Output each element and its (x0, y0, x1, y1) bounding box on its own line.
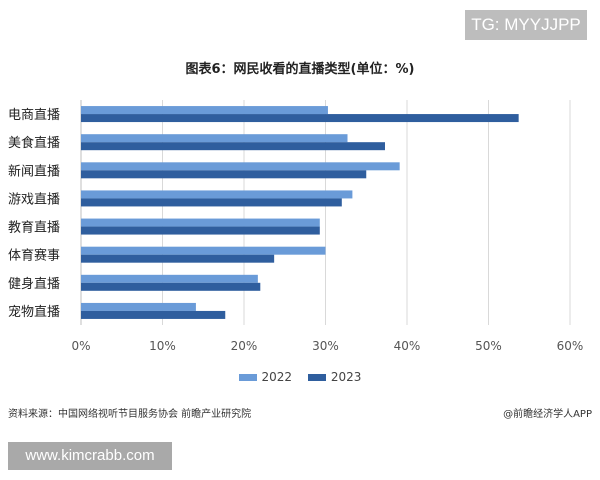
category-label: 电商直播 (8, 108, 60, 123)
bar-2022 (81, 134, 348, 143)
legend-item-2023: 2023 (307, 370, 362, 384)
category-label: 宠物直播 (8, 304, 60, 320)
chart-title: 图表6：网民收看的直播类型(单位：%) (185, 62, 415, 77)
category-label: 健身直播 (8, 276, 60, 292)
bar-2022 (81, 190, 353, 199)
category-label: 体育赛事 (8, 248, 60, 264)
source-note: 资料来源：中国网络视听节目服务协会 前瞻产业研究院 (8, 409, 252, 420)
legend-swatch-2023 (307, 374, 326, 381)
bar-2022 (81, 302, 196, 311)
credit-note: @前瞻经济学人APP (503, 409, 592, 420)
url-badge: www.kimcrabb.com (8, 442, 172, 470)
bar-2023 (81, 198, 342, 207)
bar-2023 (81, 254, 275, 263)
bar-2022 (81, 162, 400, 171)
x-tick-label: 50% (475, 339, 502, 353)
bar-chart: 0% 10% 20% 30% 40% 50% 60% 电商直播美食直播新闻直播游戏直播教育直播… (8, 100, 584, 353)
bar-2022 (81, 274, 258, 283)
tg-badge: TG: MYYJJPP (465, 10, 587, 40)
legend-swatch-2022 (238, 374, 257, 381)
bar-2023 (81, 114, 519, 123)
category-label: 教育直播 (8, 220, 60, 236)
bar-2022 (81, 106, 328, 115)
x-tick-label: 30% (312, 339, 339, 353)
legend-item-2022: 2022 (238, 370, 293, 384)
legend-label-2022: 2022 (261, 370, 293, 384)
x-tick-label: 0% (71, 339, 90, 353)
category-label: 新闻直播 (8, 163, 60, 179)
bar-2023 (81, 282, 261, 291)
category-label: 游戏直播 (8, 192, 60, 207)
bar-2023 (81, 142, 385, 151)
bar-2023 (81, 310, 226, 319)
bar-2022 (81, 246, 326, 255)
x-tick-label: 20% (231, 339, 258, 353)
bar-2023 (81, 170, 367, 179)
x-tick-label: 60% (557, 339, 584, 353)
x-tick-label: 10% (149, 339, 176, 353)
category-label: 美食直播 (8, 135, 60, 151)
bar-2022 (81, 218, 320, 227)
bar-2023 (81, 226, 320, 235)
x-tick-label: 40% (394, 339, 421, 353)
chart-legend: 2022 2023 (0, 370, 600, 384)
legend-label-2023: 2023 (330, 370, 362, 384)
